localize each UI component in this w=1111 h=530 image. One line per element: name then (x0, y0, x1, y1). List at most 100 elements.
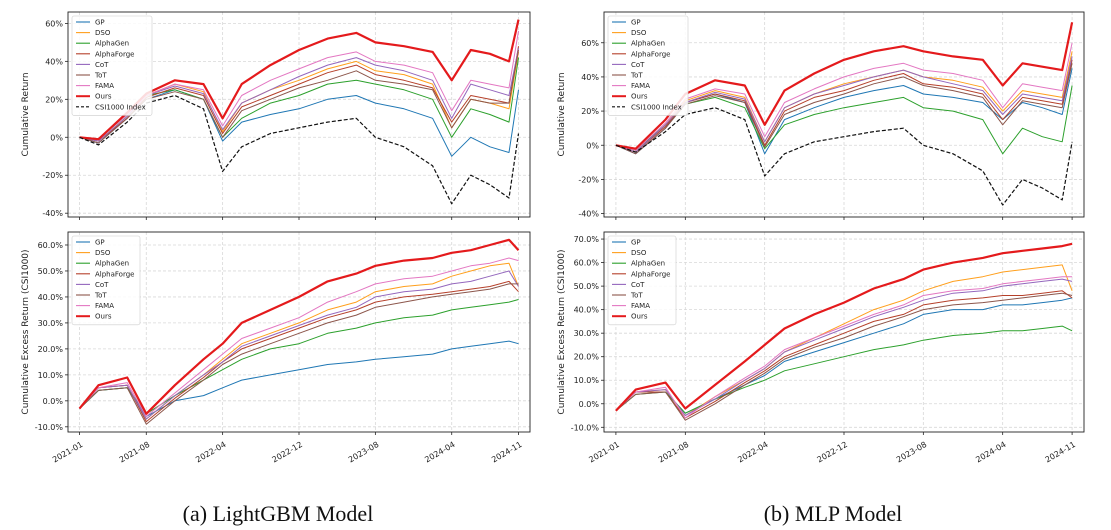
series-line-cot (79, 270, 519, 420)
y-tick-label: 20.0% (574, 353, 600, 362)
x-tick-label: 2022-12 (271, 440, 304, 465)
legend-label: FAMA (95, 82, 114, 90)
legend-label: Ours (631, 313, 648, 321)
x-tick-label: 2021-08 (657, 440, 690, 465)
series-line-tot (615, 63, 1073, 155)
y-tick-label: 50.0% (574, 282, 600, 291)
x-tick-label: 2023-08 (347, 440, 380, 465)
legend: GP DSO AlphaGen AlphaForge CoT ToT FAMA Ours (607, 235, 677, 326)
legend-label: AlphaForge (95, 50, 134, 58)
x-tick-label: 2022-04 (194, 440, 227, 465)
legend-label: AlphaGen (95, 40, 129, 48)
legend-label: AlphaGen (631, 40, 665, 48)
legend-label: CSI1000 Index (631, 103, 682, 111)
y-tick-label: 0.0% (43, 397, 64, 406)
series-line-alphaforge (79, 280, 519, 423)
y-tick-label: -40% (42, 209, 63, 218)
legend-label: DSO (95, 29, 111, 37)
chart-panels: -40% -20% 0% 20% 40% 60% Cumulative Return GP DS… (21, 11, 1085, 465)
legend-label: CoT (631, 281, 645, 289)
series-line-fama (615, 276, 1073, 419)
x-tick-label: 2021-08 (118, 440, 151, 465)
x-tick-label: 2021-01 (51, 440, 84, 465)
series-line-ours (615, 22, 1074, 150)
legend-label: Ours (95, 313, 112, 321)
y-tick-label: 60.0% (574, 259, 600, 268)
chart-panel-b-top: -40% -20% 0% 20% 40% 60% Cumulative Return GP DS… (557, 11, 1085, 220)
series-line-ours (78, 238, 520, 415)
plot-frame (603, 11, 1085, 218)
y-tick-label: 0% (50, 133, 63, 142)
series-line-ours (615, 242, 1073, 412)
x-tick-label: 2022-12 (816, 440, 849, 465)
y-axis-label: Cumulative Excess Return (CSI1000) (557, 249, 567, 414)
y-axis-label: Cumulative Return (21, 72, 31, 156)
y-tick-label: 40.0% (38, 293, 64, 302)
caption-a: (a) LightGBM Model (183, 501, 374, 526)
series-line-gp (615, 297, 1073, 414)
legend-label: GP (631, 239, 641, 247)
y-tick-label: -10.0% (35, 423, 64, 432)
legend-label: AlphaForge (631, 50, 670, 58)
legend-label: GP (95, 239, 105, 247)
legend-label: CoT (631, 61, 645, 69)
y-tick-label: 30.0% (574, 329, 600, 338)
y-tick-label: 40.0% (574, 306, 600, 315)
x-tick-label: 2024-11 (490, 440, 523, 465)
x-tick-label: 2023-08 (895, 440, 928, 465)
series-line-fama (615, 42, 1073, 151)
legend-label: DSO (631, 249, 647, 257)
chart-panel-b-bottom: -10.0% 0.0% 10.0% 20.0% 30.0% 40.0% 50.0% 60.0%… (557, 231, 1085, 465)
caption-b: (b) MLP Model (764, 501, 903, 526)
plot-frame (67, 11, 531, 218)
series-line-alphaforge (615, 290, 1073, 419)
legend-box (71, 15, 153, 116)
y-axis-label: Cumulative Return (557, 72, 567, 156)
series-line-tot (79, 283, 519, 425)
series-line-dso (79, 262, 519, 420)
legend-box (607, 235, 677, 326)
y-tick-label: 60.0% (38, 241, 64, 250)
legend-label: FAMA (631, 302, 650, 310)
legend-label: GP (631, 19, 641, 27)
legend-label: AlphaGen (95, 260, 129, 268)
legend-label: AlphaForge (95, 270, 134, 278)
x-tick-label: 2022-04 (736, 440, 769, 465)
y-tick-label: 70.0% (574, 235, 600, 244)
x-tick-label: 2024-11 (1044, 440, 1077, 465)
legend-label: CSI1000 Index (95, 103, 146, 111)
legend-label: DSO (95, 249, 111, 257)
series-line-csi1000-index (615, 107, 1073, 206)
series-line-fama (79, 257, 519, 417)
y-tick-label: 20.0% (38, 345, 64, 354)
series-line-cot (615, 56, 1073, 153)
series-line-csi1000-index (79, 94, 520, 205)
y-tick-label: 10.0% (38, 371, 64, 380)
legend-label: GP (95, 19, 105, 27)
legend-label: FAMA (95, 302, 114, 310)
legend-box (71, 235, 141, 326)
series-line-alphagen (79, 299, 519, 415)
legend-label: ToT (630, 292, 643, 300)
y-tick-label: 20% (45, 95, 63, 104)
x-tick-label: 2024-04 (974, 440, 1007, 465)
y-tick-label: 0% (586, 141, 599, 150)
y-tick-label: 20% (581, 107, 599, 116)
y-tick-label: 30.0% (38, 319, 64, 328)
chart-panel-a-bottom: -10.0% 0.0% 10.0% 20.0% 30.0% 40.0% 50.0% 60.0%… (21, 231, 531, 465)
legend-label: ToT (94, 72, 107, 80)
legend-label: ToT (94, 292, 107, 300)
legend-box (607, 15, 689, 116)
legend-label: ToT (630, 72, 643, 80)
legend-label: DSO (631, 29, 647, 37)
legend: GP DSO AlphaGen AlphaForge CoT ToT FAMA Ours CSI… (607, 15, 689, 116)
y-tick-label: -20% (42, 171, 63, 180)
y-tick-label: -20% (578, 175, 599, 184)
series-line-cot (615, 278, 1073, 416)
legend-label: CoT (95, 281, 109, 289)
y-tick-label: 60% (45, 19, 63, 28)
legend: GP DSO AlphaGen AlphaForge CoT ToT FAMA Ours CSI… (71, 15, 153, 116)
y-tick-label: 40% (45, 57, 63, 66)
legend: GP DSO AlphaGen AlphaForge CoT ToT FAMA Ours (71, 235, 141, 326)
